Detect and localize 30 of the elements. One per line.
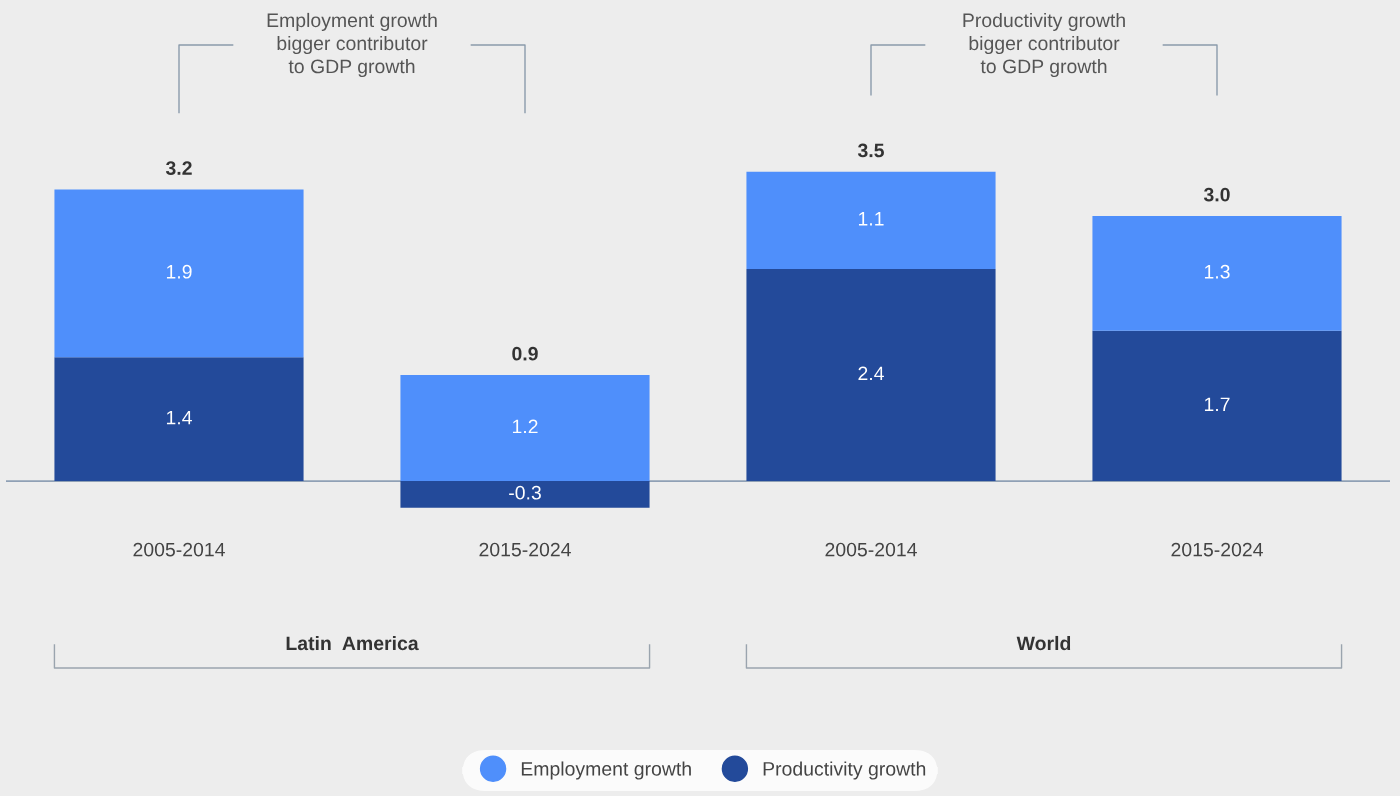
data-label: 1.3 — [1204, 264, 1230, 279]
data-label: 1.1 — [858, 212, 884, 226]
total-label: 3.5 — [857, 143, 884, 158]
x-tick-label: 2005-2014 — [825, 542, 917, 557]
data-label: 1.4 — [166, 410, 192, 425]
data-label: 1.7 — [1204, 397, 1230, 412]
data-label: 1.2 — [512, 419, 538, 434]
data-label: 2.4 — [858, 366, 884, 381]
text: World — [1016, 635, 1071, 651]
bar — [746, 268, 996, 482]
text: Latin America — [286, 635, 419, 651]
data-label: 1.9 — [166, 264, 192, 279]
bar — [400, 481, 650, 508]
data-label: -0.3 — [509, 485, 541, 500]
bar — [746, 171, 996, 269]
text: Productivity growth bigger contributor to GDP growth — [963, 12, 1125, 78]
bar — [54, 357, 304, 482]
legend-label: Employment growth — [521, 761, 691, 780]
total-label: 0.9 — [512, 346, 538, 361]
x-tick-label: 2015-2024 — [1171, 542, 1263, 557]
bar — [1092, 330, 1342, 482]
total-label: 3.0 — [1203, 187, 1230, 202]
text: Employment growth bigger contributor to GDP growth — [267, 12, 437, 78]
legend-label: Productivity growth — [763, 761, 926, 780]
bar — [54, 189, 304, 358]
x-tick-label: 2015-2024 — [479, 542, 571, 557]
bar — [400, 375, 650, 482]
bar — [1092, 215, 1342, 331]
total-label: 3.2 — [165, 161, 192, 176]
x-tick-label: 2005-2014 — [133, 542, 225, 557]
